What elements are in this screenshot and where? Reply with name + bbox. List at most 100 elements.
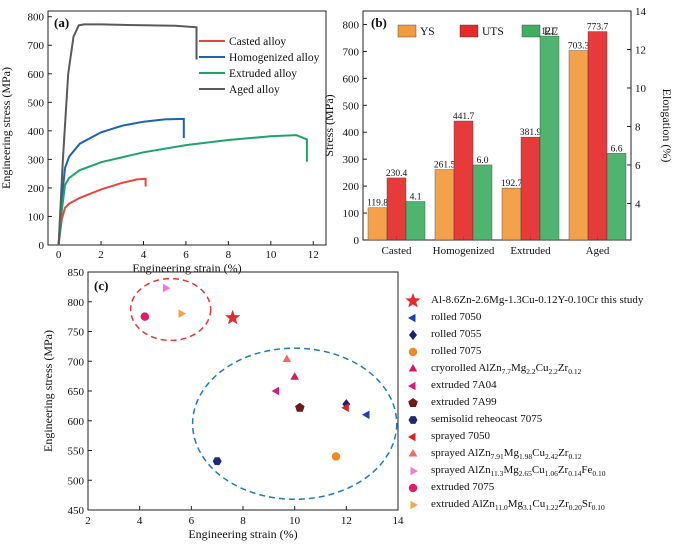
panel-c-xtick-label: 2 bbox=[85, 515, 91, 527]
panel-a-xtick-label: 4 bbox=[141, 249, 147, 261]
panel-c-ytick-label: 450 bbox=[68, 505, 85, 517]
panel-b-ylabel: Stress (MPa) bbox=[322, 94, 336, 156]
panel-c-xtick-label: 4 bbox=[137, 515, 143, 527]
panel-c-ytick-label: 850 bbox=[68, 267, 85, 279]
panel-a-legend-label: Extruded alloy bbox=[229, 68, 297, 80]
panel-c-legend-label: extruded 7A04 bbox=[431, 379, 497, 391]
panel-b-ytick-label: 400 bbox=[343, 127, 360, 139]
panel-b-category-label: Homogenized bbox=[433, 245, 495, 257]
panel-c-data-point bbox=[271, 386, 280, 396]
panel-b-y2tick-label: 6 bbox=[635, 160, 641, 172]
panel-c-data-point bbox=[331, 452, 341, 461]
panel-c-ylabel: Engineering stress (MPa) bbox=[41, 330, 55, 452]
panel-b-bar bbox=[453, 120, 474, 241]
panel-c-legend-label: sprayed AlZn7.91Mg1.98Cu2.42Zr0.12 bbox=[431, 447, 582, 462]
panel-b-legend-swatch bbox=[521, 24, 541, 38]
panel-b-bar bbox=[367, 207, 388, 241]
panel-a-ytick-label: 200 bbox=[28, 183, 45, 195]
panel-c-legend-label: sprayed 7050 bbox=[431, 430, 490, 442]
panel-c-legend-label: sprayed AlZn11.3Mg2.65Cu1.06Zr0.14Fe0.10 bbox=[431, 464, 606, 479]
panel-a-legend-label: Homogenized alloy bbox=[229, 52, 320, 64]
panel-c-xtick-label: 8 bbox=[240, 515, 246, 527]
panel-a-ytick-label: 400 bbox=[28, 126, 45, 138]
panel-c-legend-label: Al-8.6Zn-2.6Mg-1.3Cu-0.12Y-0.10Cr this s… bbox=[431, 294, 644, 306]
panel-b-legend-label: EL bbox=[544, 26, 558, 38]
panel-b-bar-value: 230.4 bbox=[386, 169, 408, 179]
panel-a-xtick-label: 6 bbox=[183, 249, 189, 261]
panel-c-legend-label: rolled 7050 bbox=[431, 311, 482, 323]
panel-c-tag: (c) bbox=[94, 278, 108, 293]
panel-b-frame bbox=[362, 10, 632, 241]
panel-a-legend-label: Casted alloy bbox=[229, 36, 286, 48]
panel-c-data-point bbox=[178, 309, 186, 318]
panel-b-legend-swatch bbox=[397, 24, 417, 38]
panel-c-data-point bbox=[341, 403, 349, 412]
panel-c-legend-marker bbox=[408, 483, 418, 493]
panel-b-legend-label: YS bbox=[420, 26, 435, 38]
panel-b-bar-value: 6.0 bbox=[477, 156, 489, 166]
panel-a-xtick-label: 0 bbox=[56, 249, 62, 261]
panel-b-bar bbox=[386, 177, 407, 241]
panel-b-bar-value: 441.7 bbox=[453, 112, 475, 122]
panel-c-ytick-label: 800 bbox=[68, 297, 85, 309]
panel-b-bar-value: 773.7 bbox=[587, 23, 609, 33]
panel-b-bar-value: 119.8 bbox=[367, 199, 388, 209]
panel-a-ytick-label: 300 bbox=[28, 154, 45, 166]
panel-a-ytick-label: 600 bbox=[28, 69, 45, 81]
panel-b-bar bbox=[568, 50, 589, 241]
panel-c-data-point bbox=[212, 457, 222, 466]
panel-c-legend-marker bbox=[405, 293, 421, 308]
panel-c-ytick-label: 700 bbox=[68, 356, 85, 368]
panel-b-bar bbox=[606, 153, 627, 241]
panel-c-xtick-label: 12 bbox=[341, 515, 352, 527]
panel-a-series-line bbox=[57, 23, 198, 246]
panel-b-bar-value: 261.5 bbox=[434, 161, 456, 171]
panel-c-ytick-label: 750 bbox=[68, 327, 85, 339]
panel-c-xtick-label: 10 bbox=[289, 515, 301, 527]
panel-c-ytick-label: 650 bbox=[68, 386, 85, 398]
panel-c-legend-marker bbox=[410, 466, 418, 476]
panel-b-legend-swatch bbox=[459, 24, 479, 38]
panel-b-y2tick-label: 12 bbox=[635, 44, 646, 56]
panel-c-legend-label: extruded 7075 bbox=[431, 481, 495, 493]
panel-c-group-ellipse bbox=[191, 347, 398, 501]
panel-b-bar-value: 192.7 bbox=[501, 179, 523, 189]
panel-c-legend-label: rolled 7075 bbox=[431, 345, 482, 357]
panel-c-frame bbox=[87, 271, 399, 511]
panel-c-legend-marker bbox=[408, 347, 418, 357]
panel-a-xtick-label: 10 bbox=[265, 249, 277, 261]
panel-b-legend-label: UTS bbox=[482, 26, 504, 38]
panel-c-data-point bbox=[295, 402, 305, 412]
panel-b-bar bbox=[434, 169, 455, 241]
panel-b-bar bbox=[539, 35, 560, 241]
panel-b-ytick-label: 0 bbox=[354, 235, 360, 247]
panel-c-legend-marker bbox=[408, 432, 416, 442]
panel-a-ytick-label: 100 bbox=[28, 211, 45, 223]
panel-a-xtick-label: 2 bbox=[98, 249, 104, 261]
panel-b-ytick-label: 500 bbox=[343, 100, 360, 112]
panel-b-bar-value: 4.1 bbox=[410, 193, 422, 203]
panel-c-legend-marker bbox=[408, 398, 418, 407]
panel-c-xtick-label: 14 bbox=[393, 515, 405, 527]
panel-c-legend-marker bbox=[408, 416, 418, 424]
panel-b-ytick-label: 600 bbox=[343, 73, 360, 85]
panel-b-bar-value: 703.3 bbox=[568, 42, 590, 52]
panel-b-ytick-label: 800 bbox=[343, 19, 360, 31]
panel-a-legend-label: Aged alloy bbox=[229, 84, 280, 96]
panel-b-bar-value: 6.6 bbox=[611, 144, 623, 154]
panel-b-tag: (b) bbox=[371, 15, 387, 30]
panel-c-legend-marker bbox=[408, 449, 418, 457]
panel-b-bar bbox=[472, 164, 493, 241]
panel-b-ytick-label: 700 bbox=[343, 46, 360, 58]
panel-c-legend-label: extruded 7A99 bbox=[431, 396, 497, 408]
panel-b-ytick-label: 300 bbox=[343, 154, 360, 166]
panel-a-ytick-label: 500 bbox=[28, 97, 45, 109]
panel-b-bar bbox=[501, 187, 522, 241]
panel-a-ylabel: Engineering stress (MPa) bbox=[0, 67, 13, 189]
panel-c-xtick-label: 6 bbox=[189, 515, 195, 527]
panel-a-series-line bbox=[57, 117, 185, 246]
panel-b-y2tick-label: 14 bbox=[635, 6, 647, 18]
panel-b-bar-value: 381.9 bbox=[520, 128, 542, 138]
panel-b-bar bbox=[405, 201, 426, 241]
